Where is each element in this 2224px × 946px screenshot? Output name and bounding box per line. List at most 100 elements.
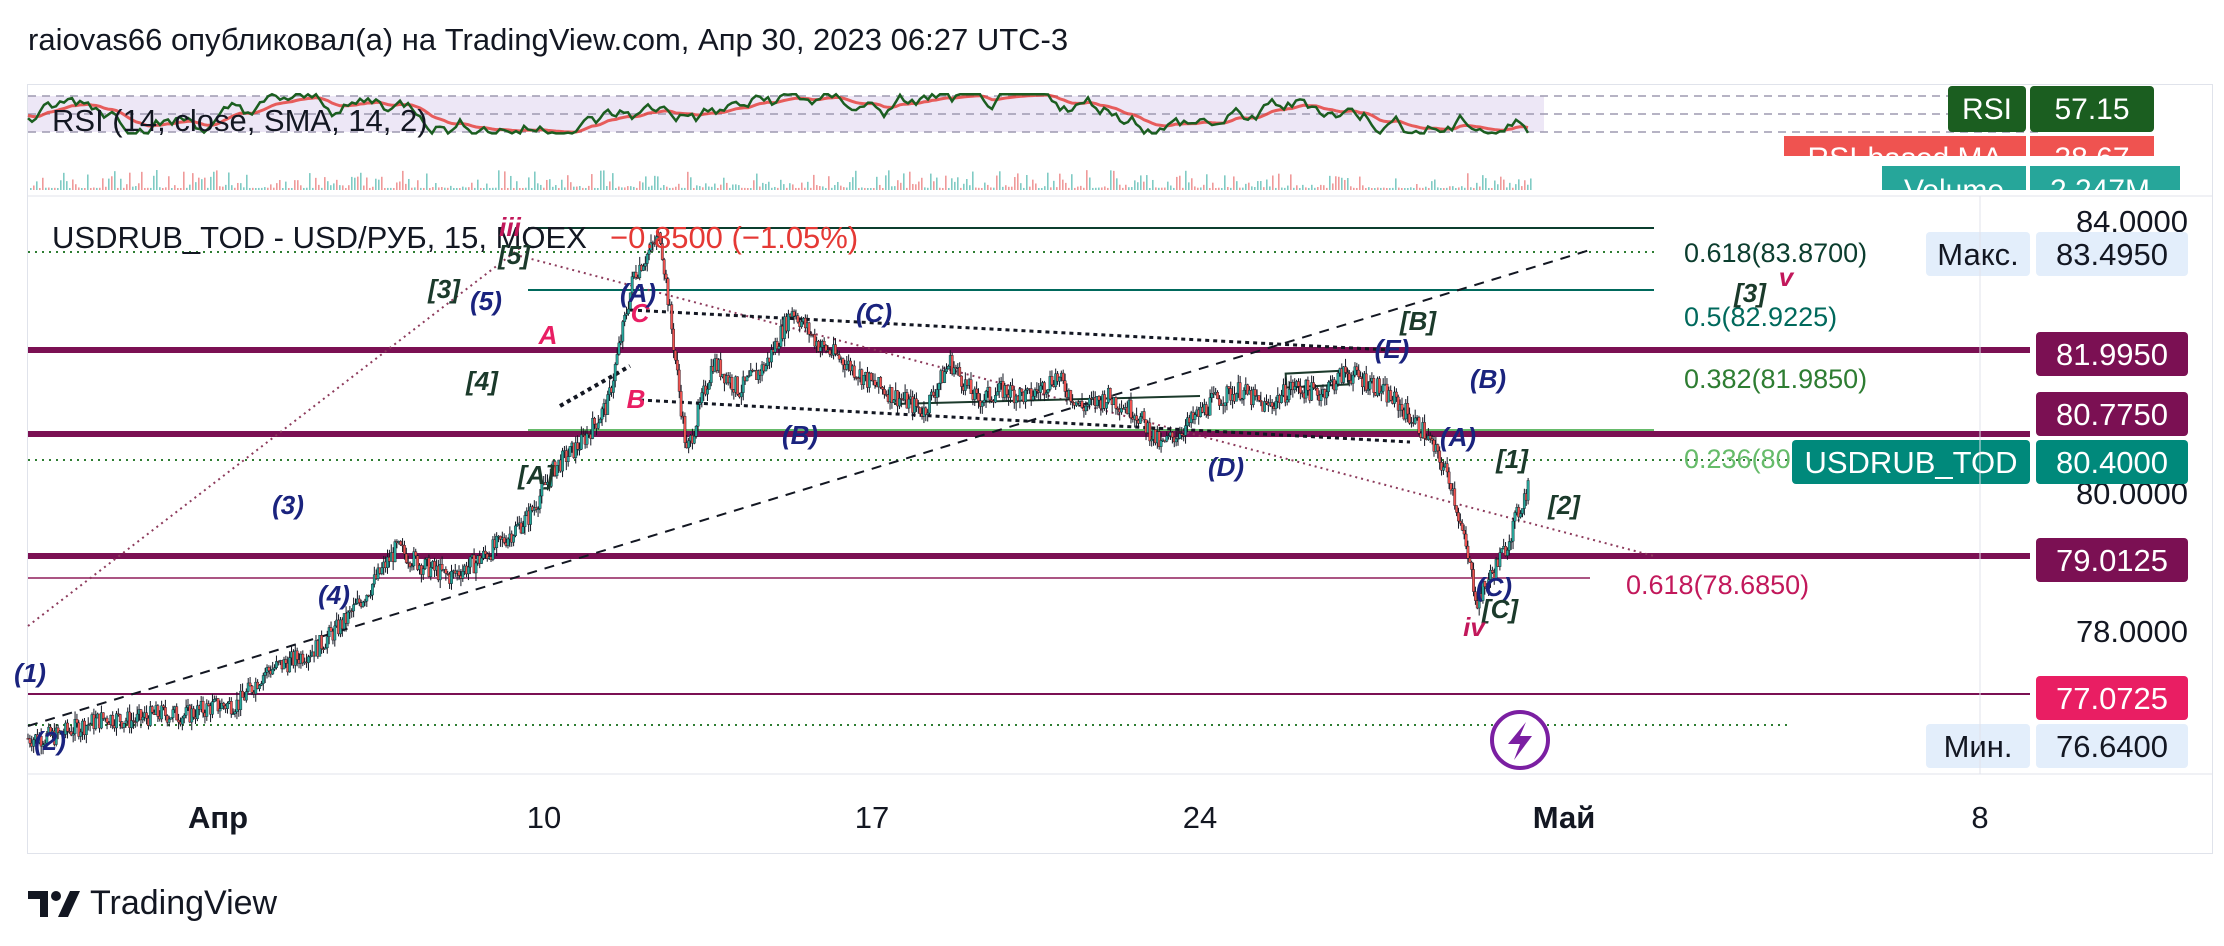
volume-bar xyxy=(426,173,428,190)
volume-bar xyxy=(1422,187,1424,190)
volume-bar xyxy=(678,183,680,190)
candle-body xyxy=(1018,388,1022,401)
candle-body xyxy=(212,699,216,702)
price-tick: 78.0000 xyxy=(2076,614,2188,649)
volume-bar xyxy=(1491,187,1493,190)
volume-bar xyxy=(825,187,827,190)
candle-body xyxy=(674,350,677,361)
volume-bar xyxy=(384,187,386,190)
candle-body xyxy=(1445,463,1449,473)
rsi-ma-line xyxy=(27,93,1529,134)
candle-body xyxy=(1507,541,1511,551)
volume-bar xyxy=(807,181,809,190)
wave-b-dotted xyxy=(559,364,631,408)
price-tag-label: USDRUB_TOD xyxy=(1804,445,2017,480)
volume-bar xyxy=(129,172,131,190)
volume-tag-value-bg xyxy=(2030,166,2180,190)
wave-label: (4) xyxy=(318,580,350,610)
rsi-ma-tag: RSI-based MA 38.67 xyxy=(1784,136,2154,156)
candle-body xyxy=(1080,400,1084,408)
volume-bar xyxy=(756,173,758,190)
wave-label: [4] xyxy=(465,366,499,396)
volume-bar xyxy=(1167,181,1169,190)
volume-bar xyxy=(1341,177,1343,190)
lightning-icon[interactable] xyxy=(1490,710,1550,770)
candle-body xyxy=(549,468,553,487)
volume-bar xyxy=(1449,186,1451,190)
price-tag-value-bg xyxy=(2036,440,2188,484)
wave-label: (3) xyxy=(272,490,304,520)
candle-body xyxy=(538,495,542,509)
triangle-lower xyxy=(639,398,1411,444)
volume-bar xyxy=(1029,186,1031,190)
candle-body xyxy=(1180,433,1184,436)
candle-body xyxy=(1447,471,1451,484)
candle-body xyxy=(706,388,709,395)
volume-bar xyxy=(1221,187,1223,190)
volume-bar xyxy=(684,187,686,190)
price-panel[interactable]: USDRUB_TOD - USD/РУБ, 15, MOEX −0.8500 (… xyxy=(14,212,2030,770)
volume-bar xyxy=(990,187,992,190)
candle-body xyxy=(1417,417,1421,434)
candle-body xyxy=(1315,388,1319,396)
candle-body xyxy=(1430,438,1434,441)
volume-bar xyxy=(138,183,140,190)
candle-body xyxy=(192,708,196,718)
volume-bar xyxy=(702,187,704,190)
volume-bar xyxy=(297,180,299,190)
candle-body xyxy=(1291,381,1295,391)
volume-bar xyxy=(252,187,254,190)
candle-body xyxy=(1440,462,1443,471)
volume-bar xyxy=(420,187,422,190)
volume-bar xyxy=(1269,186,1271,190)
volume-bar xyxy=(957,177,959,190)
price-scale[interactable]: 84.000080.000078.000083.4950Макс.81.9950… xyxy=(1792,204,2188,768)
volume-bar xyxy=(180,187,182,190)
candle-body xyxy=(1280,395,1283,403)
tradingview-logo[interactable]: TradingView xyxy=(28,884,277,923)
volume-bar xyxy=(843,187,845,190)
rsi-legend: RSI (14, close, SMA, 14, 2) xyxy=(52,103,428,138)
volume-bar xyxy=(309,173,311,190)
candle-body xyxy=(1227,386,1231,389)
volume-panel[interactable]: Volume 2.247M xyxy=(30,166,2180,207)
candle-body xyxy=(502,537,506,543)
candle-body xyxy=(1329,380,1332,383)
rsi-panel[interactable]: RSI (14, close, SMA, 14, 2) RSI 57.15 RS… xyxy=(27,86,2154,175)
candle-body xyxy=(1029,388,1033,401)
volume-bar xyxy=(1005,185,1007,190)
candle-body xyxy=(792,311,796,317)
volume-bar xyxy=(984,182,986,190)
candle-body xyxy=(995,391,999,396)
volume-bar xyxy=(1515,184,1517,190)
chart-frame[interactable] xyxy=(27,84,2213,854)
candle-body xyxy=(28,738,32,744)
candle-body xyxy=(935,389,939,398)
volume-bar xyxy=(1101,187,1103,190)
price-tag-value-bg xyxy=(2036,392,2188,436)
volume-bar xyxy=(1434,179,1436,190)
volume-bar xyxy=(117,187,119,190)
candle-body xyxy=(226,703,229,709)
volume-bar xyxy=(1509,182,1511,190)
volume-bar xyxy=(1200,187,1202,190)
candle-body xyxy=(241,690,244,698)
time-axis[interactable]: Апр 10 17 24 Май 8 xyxy=(188,196,1989,835)
candle-body xyxy=(1526,480,1530,501)
volume-bar xyxy=(336,179,338,190)
candle-body xyxy=(1287,389,1291,400)
volume-bar xyxy=(1182,187,1184,190)
volume-bar xyxy=(150,187,152,190)
candle-body xyxy=(536,508,540,510)
candle-body xyxy=(1413,417,1417,424)
candle-body xyxy=(627,308,630,314)
candle-body xyxy=(244,691,248,701)
candle-body xyxy=(218,708,222,712)
candle-body xyxy=(1428,435,1432,440)
volume-bar xyxy=(444,187,446,190)
volume-bar xyxy=(1254,187,1256,190)
price-tag-value: 79.0125 xyxy=(2056,543,2168,578)
candle-body xyxy=(1458,520,1462,524)
candle-body xyxy=(124,720,128,724)
